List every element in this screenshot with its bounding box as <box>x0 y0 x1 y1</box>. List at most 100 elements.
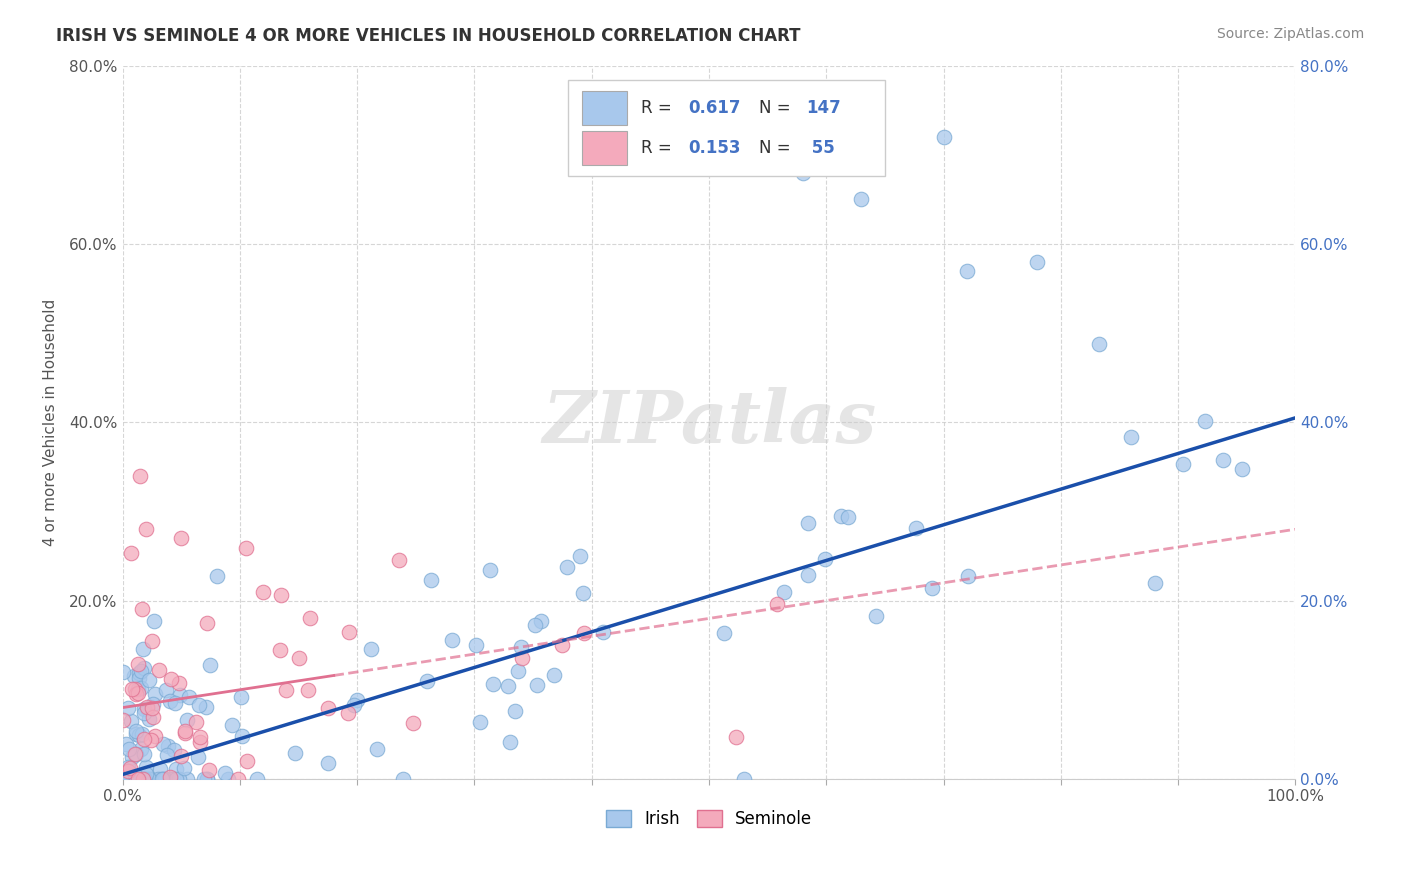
Point <box>159 770 181 784</box>
Point <box>122 668 145 682</box>
Point <box>120 772 142 786</box>
Point <box>149 762 172 776</box>
Point <box>143 687 166 701</box>
Point <box>482 677 505 691</box>
Point <box>121 772 143 786</box>
Point <box>134 772 156 786</box>
Point <box>131 664 153 678</box>
Point <box>138 772 160 786</box>
Point <box>402 716 425 731</box>
Point <box>508 664 530 678</box>
Point <box>135 522 157 536</box>
Point <box>129 468 152 483</box>
Point <box>792 165 814 179</box>
Point <box>1119 430 1142 444</box>
Y-axis label: 4 or more Vehicles in Household: 4 or more Vehicles in Household <box>44 299 58 546</box>
Point <box>188 735 211 749</box>
Point <box>128 665 150 680</box>
Point <box>269 642 291 657</box>
Point <box>226 772 249 786</box>
Point <box>124 772 146 786</box>
Point <box>141 633 163 648</box>
Point <box>165 772 187 786</box>
Point <box>135 699 157 714</box>
Text: 0.617: 0.617 <box>688 99 741 117</box>
Point <box>865 609 887 624</box>
Point <box>125 772 148 786</box>
Point <box>111 772 134 786</box>
Point <box>1143 575 1166 590</box>
Point <box>160 772 183 786</box>
Point <box>173 761 195 775</box>
Point <box>837 509 859 524</box>
Point <box>138 772 160 786</box>
Point <box>284 746 307 760</box>
Point <box>419 573 441 587</box>
Point <box>131 772 153 786</box>
Point <box>125 727 148 741</box>
Point <box>366 742 388 756</box>
Point <box>138 673 160 687</box>
Point <box>117 760 139 774</box>
Point <box>499 735 522 749</box>
Point <box>159 693 181 707</box>
Point <box>131 681 153 696</box>
Point <box>156 747 179 762</box>
Text: ZIPatlas: ZIPatlas <box>541 387 876 458</box>
Point <box>177 690 200 704</box>
Point <box>165 763 187 777</box>
Point <box>127 772 149 786</box>
Point <box>503 704 526 718</box>
Point <box>214 765 236 780</box>
Point <box>551 638 574 652</box>
Point <box>724 731 747 745</box>
Point <box>141 710 163 724</box>
Point <box>235 541 257 555</box>
Point <box>316 701 339 715</box>
Point <box>188 698 211 713</box>
Point <box>526 678 548 692</box>
Text: N =: N = <box>759 139 796 157</box>
Point <box>136 702 159 716</box>
Point <box>1088 337 1111 351</box>
Point <box>134 706 156 720</box>
Point <box>479 563 502 577</box>
Point <box>139 733 162 747</box>
Point <box>131 727 153 741</box>
Point <box>152 772 174 786</box>
Point <box>360 641 382 656</box>
Point <box>1194 414 1216 428</box>
Point <box>127 772 149 786</box>
Point <box>150 772 173 786</box>
Point <box>851 192 873 206</box>
Point <box>921 581 943 595</box>
Point <box>388 552 411 566</box>
Point <box>568 549 591 564</box>
Point <box>156 739 179 753</box>
Point <box>468 714 491 729</box>
Point <box>143 729 166 743</box>
Point <box>195 772 218 786</box>
Point <box>132 702 155 716</box>
Point <box>118 772 141 786</box>
Point <box>165 696 187 710</box>
FancyBboxPatch shape <box>568 80 884 176</box>
Point <box>555 560 578 574</box>
Point <box>713 625 735 640</box>
Point <box>231 729 253 743</box>
Point <box>229 690 252 704</box>
Point <box>146 772 169 786</box>
Point <box>766 597 789 611</box>
Point <box>235 754 257 768</box>
Point <box>337 706 360 720</box>
Point <box>127 682 149 697</box>
Text: 55: 55 <box>807 139 835 157</box>
Point <box>523 618 546 632</box>
Point <box>510 640 533 655</box>
Point <box>124 747 146 761</box>
Point <box>176 772 198 786</box>
Point <box>186 715 208 730</box>
Point <box>134 772 156 786</box>
Point <box>134 772 156 786</box>
Point <box>111 714 134 728</box>
